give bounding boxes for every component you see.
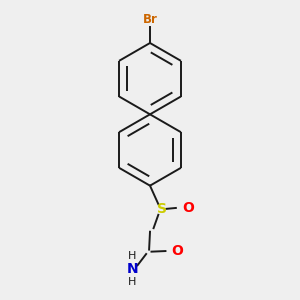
Text: O: O (172, 244, 184, 258)
Text: H: H (128, 277, 136, 287)
Text: N: N (126, 262, 138, 276)
Text: Br: Br (142, 13, 158, 26)
Text: O: O (182, 201, 194, 215)
Text: H: H (128, 250, 136, 261)
Text: S: S (157, 202, 167, 216)
